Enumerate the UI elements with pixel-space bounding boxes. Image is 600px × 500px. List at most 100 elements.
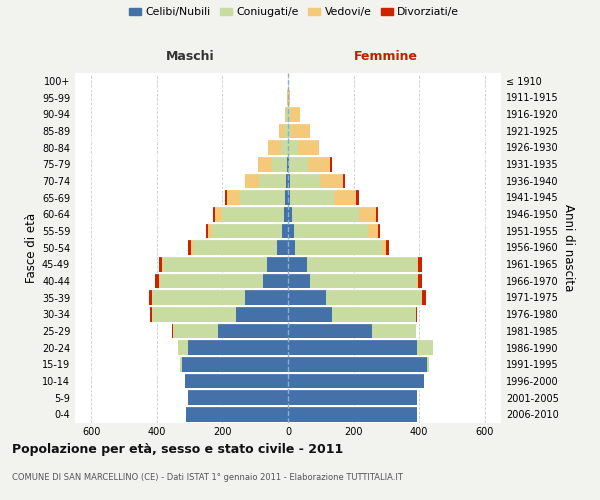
Bar [368,224,378,238]
Bar [206,224,208,238]
Bar [378,224,380,238]
Bar [218,324,288,338]
Bar [356,190,359,205]
Bar [263,274,288,288]
Bar [160,274,263,288]
Bar [287,90,288,105]
Bar [288,324,371,338]
Bar [288,307,332,322]
Bar [288,390,418,405]
Bar [185,374,288,388]
Bar [172,324,173,338]
Bar [326,290,422,305]
Bar [288,374,424,388]
Bar [290,190,334,205]
Bar [417,274,418,288]
Bar [418,257,422,272]
Bar [288,90,290,105]
Bar [288,190,290,205]
Bar [245,174,259,188]
Bar [290,174,320,188]
Y-axis label: Anni di nascita: Anni di nascita [562,204,575,291]
Bar [227,190,241,205]
Bar [180,357,182,372]
Bar [359,207,376,222]
Bar [236,307,288,322]
Bar [288,140,298,155]
Bar [259,174,286,188]
Bar [288,290,326,305]
Bar [277,240,288,255]
Bar [245,290,288,305]
Bar [258,157,272,172]
Bar [286,124,288,138]
Bar [191,240,193,255]
Bar [295,240,382,255]
Bar [282,224,288,238]
Bar [343,174,345,188]
Bar [281,140,288,155]
Bar [266,257,288,272]
Bar [288,357,427,372]
Bar [330,157,332,172]
Bar [287,157,288,172]
Bar [213,207,215,222]
Bar [288,107,290,122]
Bar [188,390,288,405]
Bar [212,224,282,238]
Bar [422,290,425,305]
Y-axis label: Fasce di età: Fasce di età [25,212,38,282]
Bar [225,190,227,205]
Bar [285,107,286,122]
Bar [208,224,212,238]
Bar [152,290,245,305]
Text: Maschi: Maschi [166,50,214,63]
Bar [289,157,308,172]
Bar [285,190,288,205]
Bar [149,290,152,305]
Bar [308,157,330,172]
Bar [307,257,417,272]
Bar [152,307,236,322]
Bar [291,124,310,138]
Bar [292,207,359,222]
Bar [155,274,158,288]
Bar [418,274,422,288]
Bar [288,240,295,255]
Bar [382,240,386,255]
Bar [158,257,162,272]
Bar [288,157,289,172]
Bar [187,407,288,422]
Bar [151,307,152,322]
Bar [418,340,433,355]
Bar [288,124,291,138]
Bar [288,174,290,188]
Text: COMUNE DI SAN MARCELLINO (CE) - Dati ISTAT 1° gennaio 2011 - Elaborazione TUTTIT: COMUNE DI SAN MARCELLINO (CE) - Dati IST… [12,473,403,482]
Bar [193,240,277,255]
Bar [310,274,417,288]
Bar [288,224,294,238]
Bar [272,157,287,172]
Bar [173,324,218,338]
Bar [288,274,310,288]
Bar [417,257,418,272]
Bar [162,257,163,272]
Bar [288,257,307,272]
Bar [188,240,191,255]
Bar [371,324,416,338]
Bar [386,240,389,255]
Bar [284,207,288,222]
Bar [158,274,160,288]
Bar [286,174,288,188]
Bar [288,207,292,222]
Bar [241,190,285,205]
Bar [294,224,368,238]
Bar [182,357,288,372]
Bar [288,340,418,355]
Bar [416,307,418,322]
Bar [188,340,288,355]
Bar [290,107,300,122]
Bar [268,140,281,155]
Bar [298,140,319,155]
Bar [332,307,416,322]
